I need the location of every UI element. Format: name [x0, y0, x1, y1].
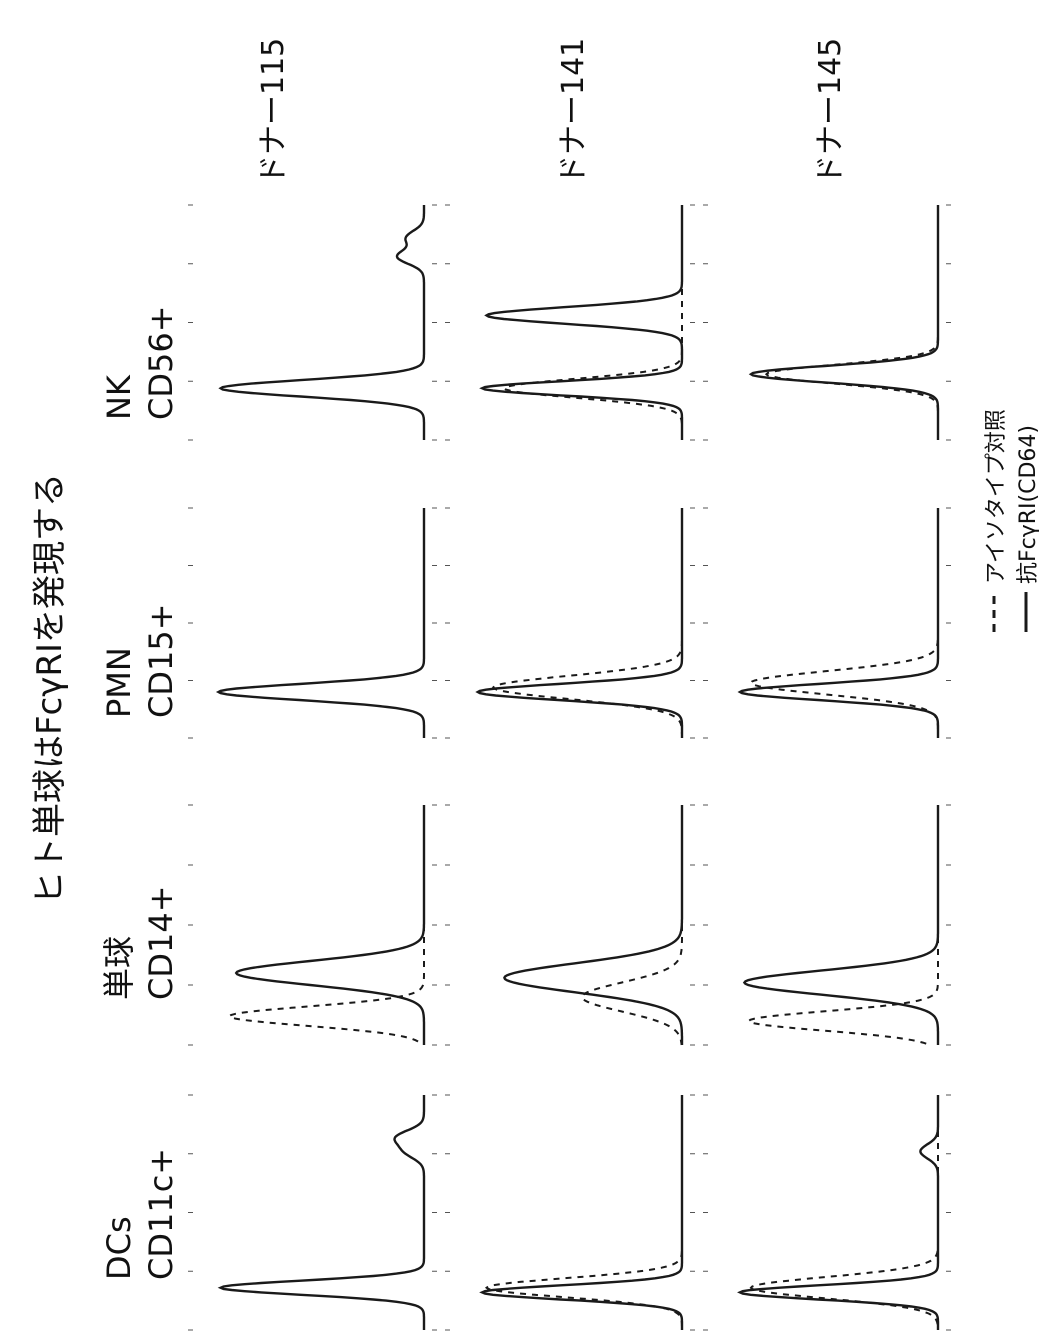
isotype-control-curve	[487, 1095, 682, 1330]
anti-cd64-curve	[478, 508, 682, 738]
anti-cd64-curve	[482, 1095, 682, 1330]
isotype-control-curve	[751, 508, 938, 738]
isotype-control-curve	[493, 508, 682, 738]
anti-cd64-curve	[740, 1095, 938, 1330]
anti-cd64-curve	[221, 205, 424, 440]
isotype-control-curve	[766, 205, 938, 440]
anti-cd64-curve	[740, 508, 938, 738]
anti-cd64-curve	[221, 1095, 424, 1330]
anti-cd64-curve	[504, 805, 682, 1045]
anti-cd64-curve	[219, 508, 425, 738]
anti-cd64-curve	[751, 205, 938, 440]
anti-cd64-curve	[744, 805, 938, 1045]
isotype-control-curve	[230, 805, 425, 1045]
isotype-control-curve	[751, 1095, 938, 1330]
anti-cd64-curve	[236, 805, 424, 1045]
anti-cd64-curve	[482, 205, 682, 440]
isotype-control-curve	[749, 805, 938, 1045]
